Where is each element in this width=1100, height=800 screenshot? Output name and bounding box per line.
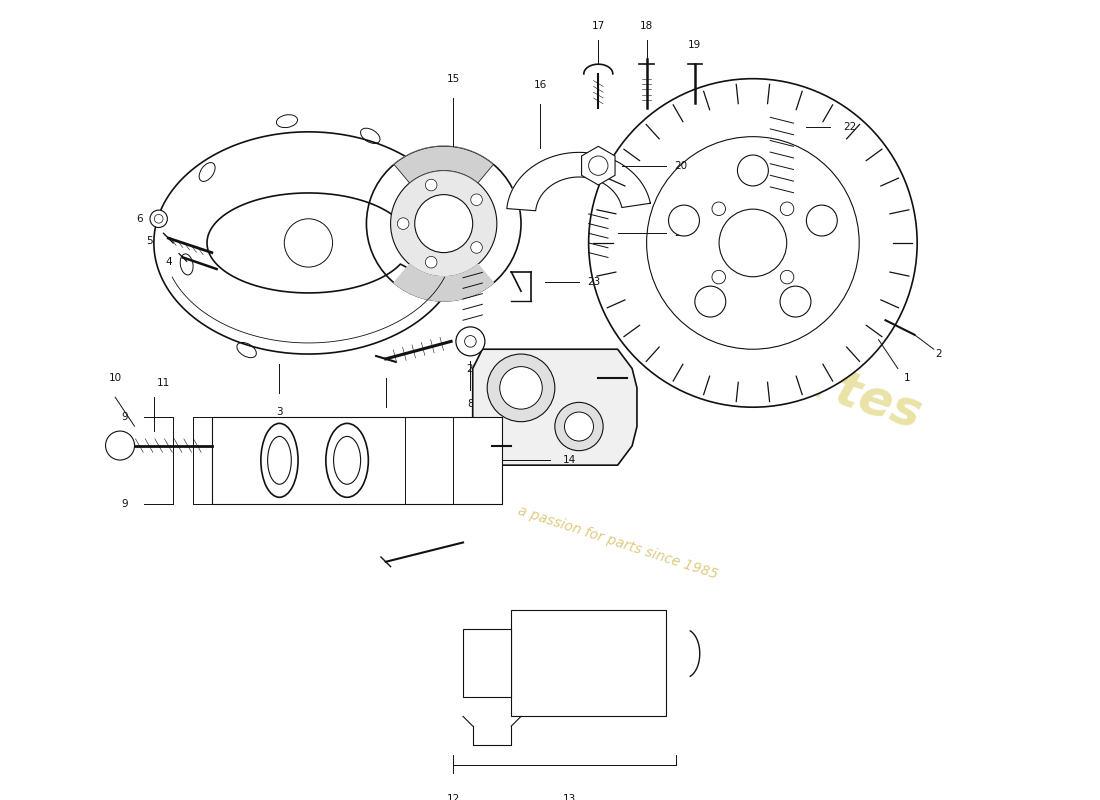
Text: 25: 25 — [466, 363, 480, 374]
Polygon shape — [394, 146, 494, 183]
Circle shape — [780, 270, 794, 284]
Text: 1: 1 — [904, 374, 911, 383]
Text: 24: 24 — [499, 393, 513, 402]
Circle shape — [695, 286, 726, 317]
Circle shape — [471, 194, 482, 206]
Text: 15: 15 — [447, 74, 460, 84]
Circle shape — [780, 202, 794, 215]
Circle shape — [106, 431, 134, 460]
Circle shape — [780, 286, 811, 317]
Text: 4: 4 — [165, 258, 172, 267]
Text: 10: 10 — [109, 373, 122, 383]
Text: 20: 20 — [674, 161, 688, 170]
Text: 5: 5 — [145, 236, 152, 246]
Circle shape — [397, 218, 409, 230]
Bar — [463, 630, 512, 697]
Bar — [212, 417, 502, 504]
Circle shape — [366, 146, 521, 301]
Text: 9: 9 — [122, 499, 129, 509]
Text: 7: 7 — [383, 417, 389, 426]
Text: 22: 22 — [843, 122, 856, 132]
Circle shape — [712, 270, 726, 284]
Text: 17: 17 — [592, 21, 605, 30]
Circle shape — [712, 202, 726, 215]
Circle shape — [806, 205, 837, 236]
Text: 6: 6 — [136, 214, 143, 224]
Circle shape — [426, 257, 437, 268]
Text: 13: 13 — [563, 794, 576, 800]
Text: 11: 11 — [157, 378, 170, 388]
Circle shape — [588, 78, 917, 407]
Bar — [512, 610, 666, 716]
Text: 9: 9 — [122, 412, 129, 422]
Text: europørtes: europørtes — [617, 298, 927, 439]
Circle shape — [499, 366, 542, 409]
Text: 12: 12 — [447, 794, 460, 800]
Circle shape — [390, 170, 497, 277]
Circle shape — [719, 209, 786, 277]
Circle shape — [669, 205, 700, 236]
Text: 2: 2 — [935, 349, 942, 359]
Circle shape — [647, 137, 859, 350]
Text: 19: 19 — [689, 40, 702, 50]
Circle shape — [737, 155, 769, 186]
Text: 8: 8 — [468, 399, 474, 409]
Polygon shape — [473, 350, 637, 465]
Text: 3: 3 — [276, 407, 283, 417]
Circle shape — [455, 327, 485, 356]
Text: 14: 14 — [563, 455, 576, 466]
Text: 23: 23 — [587, 277, 601, 286]
Circle shape — [426, 179, 437, 191]
Circle shape — [284, 218, 332, 267]
Circle shape — [150, 210, 167, 227]
Text: 16: 16 — [534, 80, 547, 90]
Circle shape — [471, 242, 482, 254]
Circle shape — [415, 194, 473, 253]
Polygon shape — [507, 152, 650, 210]
Circle shape — [487, 354, 554, 422]
Polygon shape — [394, 264, 494, 301]
Circle shape — [554, 402, 603, 450]
Circle shape — [564, 412, 594, 441]
Text: 18: 18 — [640, 21, 653, 30]
Polygon shape — [154, 132, 449, 354]
Text: 21: 21 — [674, 228, 688, 238]
Text: a passion for parts since 1985: a passion for parts since 1985 — [516, 503, 719, 582]
